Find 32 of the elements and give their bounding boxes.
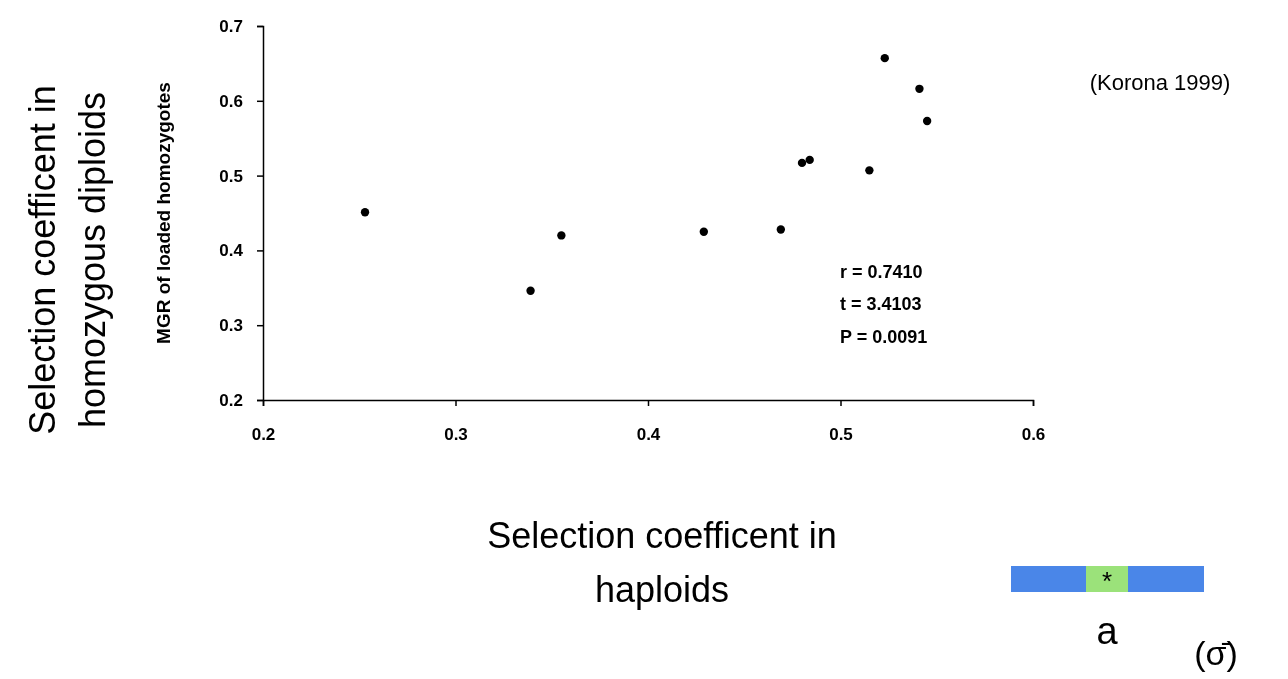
point [557, 231, 566, 240]
text: (Korona 1999) [1089, 70, 1231, 95]
y-tick-label: 0.5 [219, 166, 243, 186]
annotation: r = 0.7410 [840, 262, 923, 282]
point [915, 84, 924, 94]
point [360, 208, 370, 217]
y-tick-label: 0.6 [219, 91, 243, 111]
x-tick-label: 0.5 [829, 425, 853, 445]
y-axis-title: MGR of loaded homozygotes [153, 82, 174, 344]
point [526, 286, 535, 295]
y-tick-label: 0.2 [219, 390, 243, 410]
y-tick-label: 0.7 [219, 16, 243, 36]
point [797, 158, 807, 168]
x-tick-label: 0.4 [636, 425, 661, 445]
x-tick-label: 0.3 [444, 425, 468, 445]
y-tick-label: 0.4 [219, 241, 244, 261]
text: a [1096, 610, 1119, 652]
point [805, 155, 814, 165]
x-axis-title: Selection coefficent in haploids [487, 515, 837, 610]
point [922, 116, 932, 126]
x-tick-label: 0.2 [251, 425, 276, 445]
annotation: t = 3.4103 [840, 294, 922, 314]
point [699, 227, 709, 236]
y-tick-label: 0.3 [219, 316, 243, 336]
point [776, 225, 786, 234]
x-tick-label: 0.6 [1021, 425, 1046, 445]
point [865, 166, 874, 175]
annotation: P = 0.0091 [840, 327, 928, 347]
text: * [1101, 566, 1113, 596]
text: Selection coefficent in homozygous diploids [22, 85, 113, 435]
point [880, 53, 889, 63]
text: (σ̄) [1194, 634, 1238, 672]
